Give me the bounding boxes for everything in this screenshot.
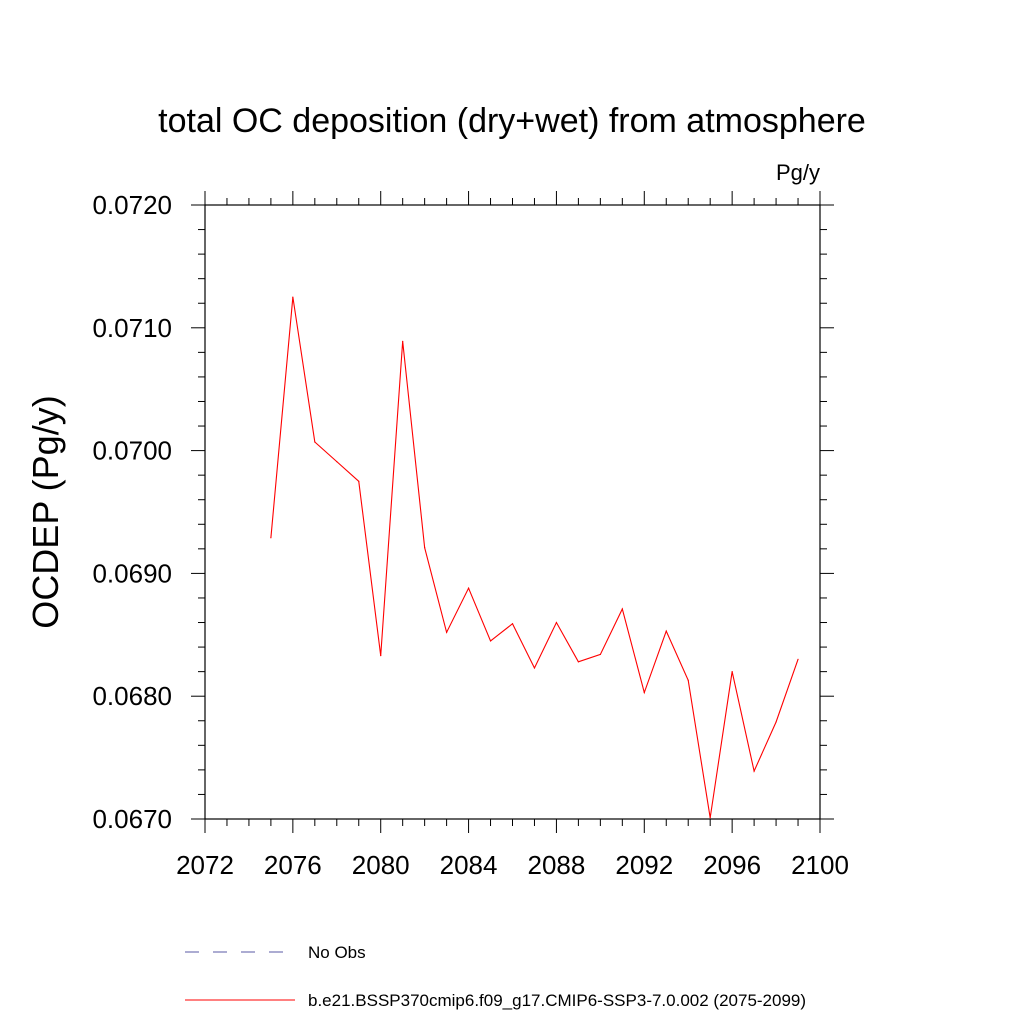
data-point xyxy=(709,817,711,819)
data-point xyxy=(643,691,645,694)
data-point xyxy=(511,623,514,625)
data-point xyxy=(424,547,426,549)
data-point xyxy=(446,631,448,633)
y-axis-label: OCDEP (Pg/y) xyxy=(25,395,66,628)
chart-title: total OC deposition (dry+wet) from atmos… xyxy=(158,102,866,140)
data-point xyxy=(577,661,579,663)
data-point xyxy=(292,296,294,298)
y-tick-label: 0.0680 xyxy=(92,681,172,711)
x-tick-label: 2084 xyxy=(440,850,498,880)
data-point xyxy=(489,640,492,642)
x-tick-label: 2080 xyxy=(352,850,410,880)
data-point xyxy=(270,537,272,539)
data-point xyxy=(775,721,777,723)
y-tick-label: 0.0720 xyxy=(92,190,172,220)
legend: No Obs b.e21.BSSP370cmip6.f09_g17.CMIP6-S… xyxy=(185,943,806,1010)
data-point xyxy=(687,679,689,681)
x-tick-label: 2100 xyxy=(791,850,849,880)
x-tick-label: 2076 xyxy=(264,850,322,880)
x-tick-label: 2092 xyxy=(615,850,673,880)
x-tick-label: 2088 xyxy=(528,850,586,880)
data-point xyxy=(797,658,799,660)
data-point xyxy=(533,667,536,669)
plot-area: 2072 2076 2080 2084 2088 2092 2096 2100 0.0670 0.… xyxy=(92,190,848,880)
legend-label: b.e21.BSSP370cmip6.f09_g17.CMIP6-SSP3-7.… xyxy=(308,991,806,1010)
x-tick-label: 2096 xyxy=(703,850,761,880)
y-tick-label: 0.0710 xyxy=(92,313,172,343)
plot-frame xyxy=(204,204,821,820)
y-tick-label: 0.0700 xyxy=(92,436,172,466)
data-point xyxy=(731,671,733,673)
y-tick-label: 0.0670 xyxy=(92,804,172,834)
data-point xyxy=(621,608,623,610)
data-point xyxy=(555,621,558,624)
units-label: Pg/y xyxy=(776,160,820,185)
data-point xyxy=(753,770,755,772)
x-tick-label: 2072 xyxy=(176,850,234,880)
data-point xyxy=(665,630,667,632)
data-point xyxy=(314,441,316,443)
data-point xyxy=(467,587,470,589)
data-point xyxy=(402,340,404,342)
data-point xyxy=(380,655,382,657)
y-tick-label: 0.0690 xyxy=(92,558,172,588)
legend-label: No Obs xyxy=(308,943,366,962)
data-point xyxy=(599,653,601,656)
data-point xyxy=(358,480,360,482)
series-line xyxy=(270,297,799,818)
data-point xyxy=(336,461,338,463)
